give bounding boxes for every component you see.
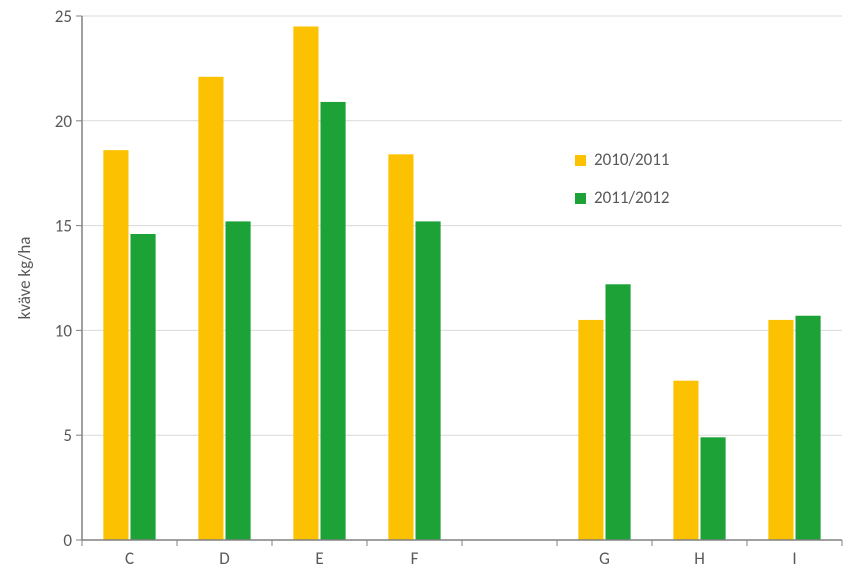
y-tick-label: 0: [63, 530, 72, 551]
bar: [606, 284, 631, 540]
bar: [768, 320, 793, 540]
legend-label: 2010/2011: [594, 149, 670, 170]
bar: [673, 381, 698, 540]
chart-container: 0 5 10 15 20 25 C D E F G H Ikväve kg/ha 2010/2011 201…: [0, 0, 858, 588]
legend-marker: [575, 193, 586, 204]
x-tick-label: D: [219, 548, 229, 569]
x-tick-label: C: [125, 548, 134, 569]
bar: [293, 26, 318, 540]
y-tick-label: 25: [55, 6, 72, 27]
x-tick-label: I: [792, 548, 796, 569]
bar-chart: 0 5 10 15 20 25 C D E F G H Ikväve kg/ha 2010/2011 201…: [0, 0, 858, 588]
bar: [796, 316, 821, 540]
bar: [198, 77, 223, 540]
bar: [416, 221, 441, 540]
y-tick-label: 20: [55, 111, 73, 132]
bar: [701, 437, 726, 540]
y-axis-label: kväve kg/ha: [14, 237, 35, 320]
y-tick-label: 10: [55, 320, 73, 341]
bar: [388, 154, 413, 540]
x-tick-label: G: [599, 548, 610, 569]
legend-marker: [575, 155, 586, 166]
x-tick-label: F: [411, 548, 419, 569]
y-tick-label: 15: [55, 216, 72, 237]
bar: [131, 234, 156, 540]
bar: [103, 150, 128, 540]
legend-label: 2011/2012: [594, 187, 670, 208]
x-tick-label: E: [315, 548, 323, 569]
bar: [321, 102, 346, 540]
y-tick-label: 5: [63, 425, 72, 446]
x-tick-label: H: [694, 548, 705, 569]
bar: [226, 221, 251, 540]
bar: [578, 320, 603, 540]
